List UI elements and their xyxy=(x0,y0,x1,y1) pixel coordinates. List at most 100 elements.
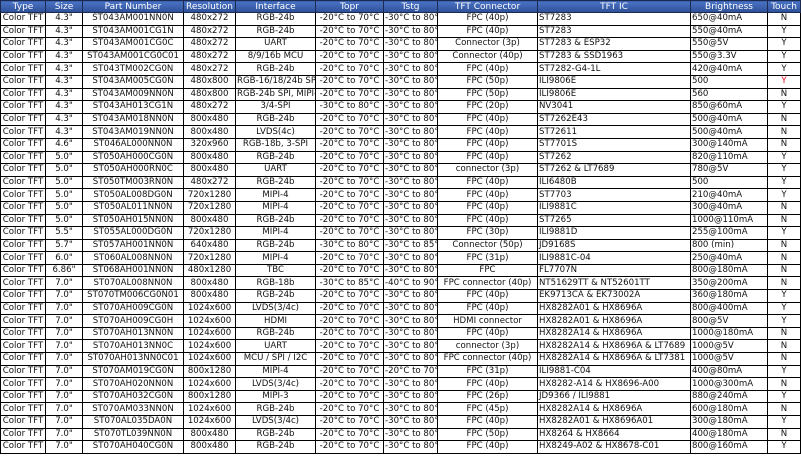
cell-touch: N xyxy=(767,427,801,442)
cell-touch: N xyxy=(767,200,801,215)
column-header-type: Type xyxy=(0,0,46,13)
cell-tstg: -30°C to 80°C xyxy=(383,326,438,341)
cell-resolution: 800x480 xyxy=(183,289,236,303)
product-table: Type Size Part Number Resolution Interface To… xyxy=(0,0,801,454)
cell-type: Color TFT xyxy=(0,24,46,39)
cell-topr: -20°C to 70°C xyxy=(315,112,384,127)
cell-size: 6.0" xyxy=(45,251,83,265)
cell-size: 7.0" xyxy=(45,289,83,303)
column-header-tstg: Tstg xyxy=(383,0,438,13)
cell-part-number: ST070AH040CG0N xyxy=(82,440,184,454)
cell-part-number: ST070TM006CG0N01 xyxy=(82,289,184,303)
cell-tft-ic: ST7265 xyxy=(537,213,691,228)
table-row: Color TFT 4.3" ST043AH013CG1N 480x272 3/4-SP… xyxy=(0,100,801,114)
cell-type: Color TFT xyxy=(0,415,46,429)
cell-tft-ic: HX8282A14 & HX8696A xyxy=(537,402,691,416)
cell-tft-ic: ILI9881C-04 xyxy=(537,251,691,265)
table-row: Color TFT 4.6" ST046AL000NN0N 320x960 RGB-18… xyxy=(0,137,801,152)
cell-interface: LVDS(3/4c) xyxy=(235,377,316,391)
cell-size: 7.0" xyxy=(45,352,83,366)
cell-brightness: 420@40mA xyxy=(690,62,768,76)
cell-interface: LVDS(4c) xyxy=(235,125,316,139)
cell-type: Color TFT xyxy=(0,314,46,328)
cell-tft-ic: HX8249-A02 & HX8678-C01 xyxy=(537,440,691,454)
cell-size: 4.3" xyxy=(45,112,83,127)
cell-tft-connector: connector (3p) xyxy=(437,163,538,177)
cell-brightness: 300@40mA xyxy=(690,200,768,215)
cell-tft-ic: NT51629TT & NT52601TT xyxy=(537,276,691,291)
cell-resolution: 1024x600 xyxy=(183,326,236,341)
cell-type: Color TFT xyxy=(0,137,46,152)
cell-size: 7.0" xyxy=(45,339,83,354)
cell-tft-connector: FPC (50p) xyxy=(437,427,538,442)
table-row: Color TFT 7.0" ST070AM019CG0N 800x1280 MIPI-… xyxy=(0,364,801,379)
table-row: Color TFT 7.0" ST070AH013NN0N 1024x600 RGB-2… xyxy=(0,326,801,341)
cell-brightness: 300@180mA xyxy=(690,415,768,429)
cell-touch: N xyxy=(767,238,801,253)
cell-tstg: -30°C to 80°C xyxy=(383,24,438,39)
column-header-topr: Topr xyxy=(315,0,384,13)
cell-tft-ic: HX8282A01 & HX8696A01 xyxy=(537,415,691,429)
cell-tft-ic: FL7707N xyxy=(537,263,691,278)
cell-resolution: 800x480 xyxy=(183,112,236,127)
cell-part-number: ST043AM019NN0N xyxy=(82,125,184,139)
cell-resolution: 480x272 xyxy=(183,100,236,114)
cell-resolution: 480x272 xyxy=(183,24,236,39)
cell-tstg: -30°C to 80°C xyxy=(383,49,438,64)
cell-size: 5.5" xyxy=(45,226,83,240)
cell-tstg: -30°C to 80°C xyxy=(383,389,438,404)
cell-part-number: ST070AH032CG0N xyxy=(82,389,184,404)
cell-topr: -20°C to 70°C xyxy=(315,125,384,139)
cell-interface: RGB-24b xyxy=(235,62,316,76)
cell-interface: 3/4-SPI xyxy=(235,100,316,114)
table-row: Color TFT 7.0" ST070AH009CG0N 1024x600 LVDS(… xyxy=(0,301,801,316)
cell-tft-connector: FPC (40p) xyxy=(437,150,538,165)
cell-touch: Y xyxy=(767,37,801,51)
cell-tft-connector: FPC (40p) xyxy=(437,12,538,26)
cell-resolution: 800x480 xyxy=(183,150,236,165)
cell-resolution: 1024x600 xyxy=(183,339,236,354)
cell-brightness: 780@5V xyxy=(690,163,768,177)
cell-tstg: -30°C to 80°C xyxy=(383,427,438,442)
table-row: Color TFT 4.3" ST043AM001NN0N 480x272 RGB-24… xyxy=(0,12,801,26)
cell-size: 5.0" xyxy=(45,175,83,190)
cell-size: 7.0" xyxy=(45,377,83,391)
cell-brightness: 500@40mA xyxy=(690,125,768,139)
column-header-part-number: Part Number xyxy=(82,0,184,13)
cell-type: Color TFT xyxy=(0,37,46,51)
cell-topr: -30°C to 80°C xyxy=(315,238,384,253)
cell-topr: -20°C to 70°C xyxy=(315,163,384,177)
cell-type: Color TFT xyxy=(0,301,46,316)
cell-tstg: -30°C to 80°C xyxy=(383,175,438,190)
cell-size: 4.3" xyxy=(45,74,83,89)
cell-interface: RGB-24b xyxy=(235,213,316,228)
column-header-touch: Touch xyxy=(767,0,801,13)
cell-resolution: 800x480 xyxy=(183,125,236,139)
cell-tft-ic: HX8282A01 & HX8696A xyxy=(537,301,691,316)
cell-touch: Y xyxy=(767,440,801,454)
cell-tstg: -30°C to 80°C xyxy=(383,352,438,366)
cell-brightness: 820@110mA xyxy=(690,150,768,165)
cell-part-number: ST070AH013NN0C xyxy=(82,339,184,354)
cell-topr: -20°C to 70°C xyxy=(315,87,384,102)
cell-topr: -20°C to 70°C xyxy=(315,175,384,190)
cell-tft-connector: FPC (26p) xyxy=(437,389,538,404)
cell-brightness: 250@40mA xyxy=(690,251,768,265)
cell-part-number: ST043AM001CG1N xyxy=(82,24,184,39)
cell-topr: -20°C to 70°C xyxy=(315,289,384,303)
table-row: Color TFT 7.0" ST070TM006CG0N01 800x480 RGB-… xyxy=(0,289,801,303)
cell-resolution: 1024x600 xyxy=(183,415,236,429)
cell-type: Color TFT xyxy=(0,87,46,102)
cell-size: 7.0" xyxy=(45,440,83,454)
cell-tft-connector: FPC (40p) xyxy=(437,440,538,454)
cell-type: Color TFT xyxy=(0,112,46,127)
cell-topr: -20°C to 70°C xyxy=(315,24,384,39)
cell-topr: -20°C to 70°C xyxy=(315,389,384,404)
cell-interface: RGB-18b xyxy=(235,276,316,291)
cell-part-number: ST050AH000RN0C xyxy=(82,163,184,177)
cell-brightness: 850@60mA xyxy=(690,100,768,114)
table-row: Color TFT 4.3" ST043AM005CG0N 480x800 RGB-16… xyxy=(0,74,801,89)
table-row: Color TFT 7.0" ST070AL008NN0N 800x480 RGB-18… xyxy=(0,276,801,291)
table-row: Color TFT 6.86" ST068AH001NN0N 480x1280 TBC -… xyxy=(0,263,801,278)
cell-part-number: ST070AH009CG0H xyxy=(82,314,184,328)
